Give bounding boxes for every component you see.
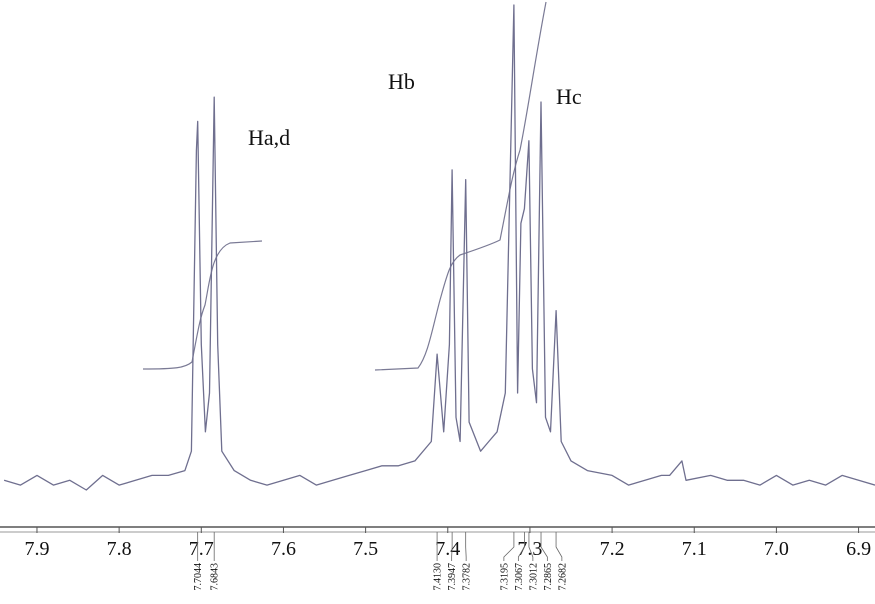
x-tick-label: 7.9 bbox=[24, 538, 49, 560]
peak-label: 7.3067 bbox=[514, 563, 525, 591]
peak-label: 7.3947 bbox=[447, 563, 458, 591]
x-tick-label: 7.2 bbox=[600, 538, 625, 560]
peak-label: 7.2682 bbox=[557, 563, 568, 591]
x-tick-label: 7.8 bbox=[107, 538, 132, 560]
x-tick-label: 7.6 bbox=[271, 538, 296, 560]
x-tick-label: 7.1 bbox=[682, 538, 707, 560]
peak-annotation: Hb bbox=[388, 69, 415, 94]
peak-annotation: Ha,d bbox=[248, 125, 290, 150]
spectrum-line bbox=[3, 4, 875, 491]
peak-connector bbox=[555, 532, 563, 561]
peak-label: 7.7044 bbox=[193, 563, 204, 591]
x-tick-label: 7.4 bbox=[435, 538, 460, 560]
peak-annotation: Hc bbox=[556, 84, 582, 109]
peak-label: 7.3195 bbox=[499, 563, 510, 591]
peak-connector bbox=[517, 532, 525, 561]
x-tick-label: 7.7 bbox=[189, 538, 214, 560]
integral-curve bbox=[142, 240, 263, 370]
peak-label: 7.2865 bbox=[543, 563, 554, 591]
peak-label: 7.6843 bbox=[210, 563, 221, 591]
peak-connector bbox=[528, 532, 534, 561]
peak-label: 7.3012 bbox=[528, 563, 539, 591]
x-tick-label: 7.0 bbox=[764, 538, 789, 560]
x-tick-label: 6.9 bbox=[846, 538, 871, 560]
peak-connector bbox=[503, 532, 515, 561]
peak-connector bbox=[540, 532, 548, 561]
peak-label: 7.4130 bbox=[433, 563, 444, 591]
x-tick-label: 7.5 bbox=[353, 538, 378, 560]
peak-label: 7.3782 bbox=[462, 563, 473, 591]
integral-curve bbox=[374, 1, 547, 371]
